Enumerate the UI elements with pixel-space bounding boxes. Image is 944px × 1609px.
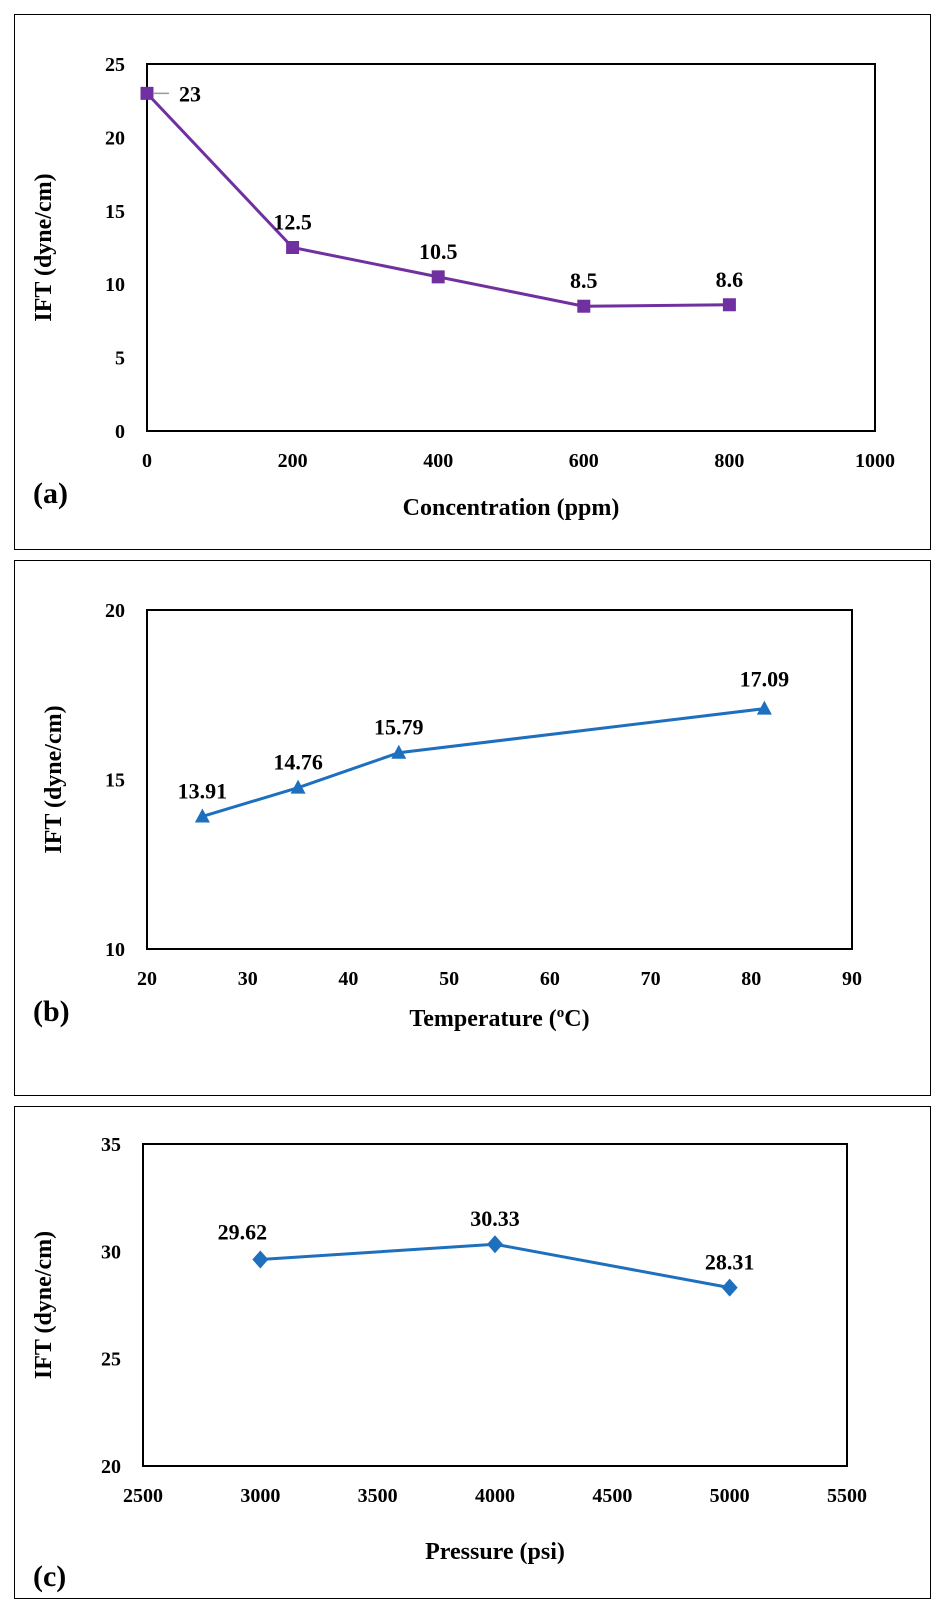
data-point: [577, 299, 591, 313]
data-point: [487, 1235, 503, 1254]
data-label: 12.5: [273, 210, 312, 235]
chart-c-svg: 2500 3000 3500 4000 4500 5000 5500 20 25 30 35 IFT …: [31, 1134, 867, 1593]
y-tick-label: 30: [101, 1241, 121, 1263]
data-point: [290, 779, 306, 794]
y-tick-label: 15: [105, 201, 125, 223]
y-axis-title: IFT (dyne/cm): [31, 1231, 57, 1379]
x-tick-label: 2500: [123, 1485, 163, 1507]
x-tick-label: 600: [569, 450, 599, 472]
y-tick-label: 0: [115, 421, 125, 443]
data-point: [252, 1250, 269, 1269]
x-tick-label: 50: [439, 968, 459, 990]
x-tick-label: 3500: [358, 1485, 398, 1507]
x-tick-label: 70: [641, 968, 661, 990]
panel-label: (b): [33, 995, 70, 1028]
x-tick-label: 40: [338, 968, 358, 990]
y-tick-label: 10: [105, 939, 125, 961]
plot-area-frame: [142, 1143, 848, 1467]
data-label: 23: [179, 81, 201, 106]
data-label: 8.6: [716, 267, 744, 292]
x-tick-label: 4500: [592, 1485, 632, 1507]
plot-area-frame: [146, 63, 876, 432]
chart-panel-b: 20 30 40 50 60 70 80 90 10 15 20 IFT (dyne/cm) Tempe…: [14, 560, 931, 1096]
x-tick-label: 5000: [710, 1485, 750, 1507]
x-tick-label: 400: [423, 450, 453, 472]
plot-area-frame: [146, 609, 853, 950]
y-tick-label: 15: [105, 770, 125, 792]
data-point: [431, 270, 445, 284]
x-axis-title: Concentration (ppm): [403, 495, 620, 521]
x-axis-title-main: Temperature (: [409, 1006, 556, 1032]
x-axis-title-superscript: o: [557, 1005, 565, 1021]
data-label: 8.5: [570, 268, 598, 293]
data-label: 28.31: [705, 1250, 755, 1275]
data-label: 15.79: [374, 715, 424, 740]
x-tick-label: 5500: [827, 1485, 867, 1507]
y-tick-label: 20: [105, 127, 125, 149]
panel-label: (c): [33, 1560, 66, 1593]
y-axis-title: IFT (dyne/cm): [41, 705, 67, 853]
x-tick-label: 1000: [855, 450, 895, 472]
x-axis-title-end: C): [564, 1006, 589, 1032]
x-axis-title: Temperature (oC): [409, 1005, 589, 1032]
x-tick-label: 80: [741, 968, 761, 990]
series-line: [201, 707, 765, 818]
data-label: 14.76: [273, 750, 323, 775]
data-point: [140, 86, 154, 100]
y-tick-label: 25: [101, 1349, 121, 1371]
x-tick-label: 0: [142, 450, 152, 472]
x-tick-label: 200: [278, 450, 308, 472]
chart-b-svg: 20 30 40 50 60 70 80 90 10 15 20 IFT (dyne/cm) Tempe…: [33, 600, 862, 1032]
panel-label: (a): [33, 477, 68, 510]
data-label: 17.09: [740, 667, 790, 692]
x-tick-label: 4000: [475, 1485, 515, 1507]
data-point: [286, 241, 300, 254]
x-tick-label: 30: [238, 968, 258, 990]
chart-a-svg: 0 200 400 600 800 1000 0 5 10 15 20 25 IFT (dyne/cm)…: [31, 54, 895, 521]
y-tick-label: 10: [105, 274, 125, 296]
data-point: [756, 700, 772, 715]
y-tick-label: 5: [115, 348, 125, 370]
x-tick-label: 3000: [240, 1485, 280, 1507]
y-tick-label: 20: [105, 600, 125, 622]
x-tick-label: 60: [540, 968, 560, 990]
y-tick-label: 35: [101, 1134, 121, 1156]
data-point: [194, 808, 210, 823]
y-tick-label: 25: [105, 54, 125, 76]
data-label: 10.5: [419, 239, 458, 264]
y-axis-title: IFT (dyne/cm): [31, 173, 57, 321]
chart-panel-c: 2500 3000 3500 4000 4500 5000 5500 20 25 30 35 IFT …: [14, 1106, 931, 1599]
x-tick-label: 90: [842, 968, 862, 990]
x-tick-label: 20: [137, 968, 157, 990]
data-point: [721, 1278, 738, 1297]
x-axis-title: Pressure (psi): [425, 1539, 565, 1565]
data-label: 30.33: [470, 1206, 520, 1231]
data-point: [722, 298, 736, 312]
data-label: 13.91: [178, 778, 228, 803]
data-label: 29.62: [218, 1219, 268, 1244]
y-tick-label: 20: [101, 1456, 121, 1478]
chart-panel-a: 0 200 400 600 800 1000 0 5 10 15 20 25 IFT (dyne/cm)…: [14, 14, 931, 550]
data-point: [391, 744, 407, 759]
x-tick-label: 800: [714, 450, 744, 472]
